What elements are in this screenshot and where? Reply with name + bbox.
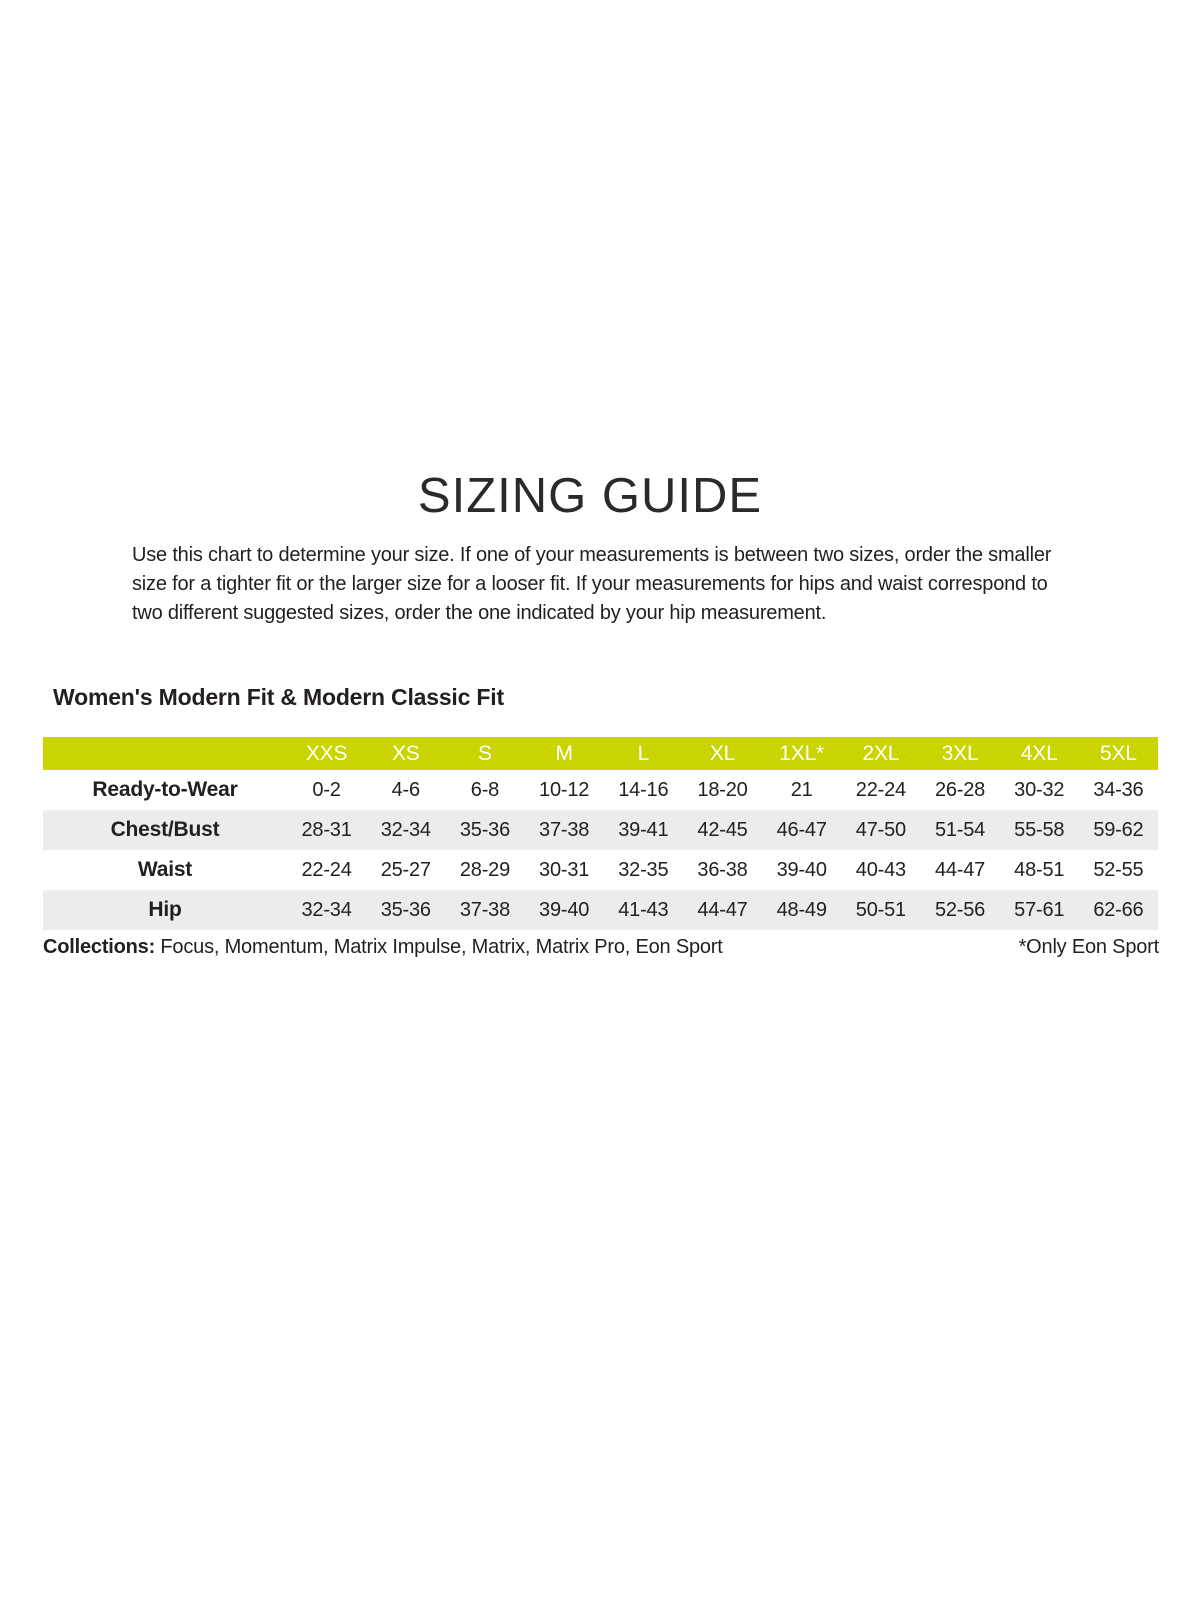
size-value-cell: 39-40 xyxy=(776,858,827,881)
footnote: *Only Eon Sport xyxy=(1018,936,1160,958)
size-column-header: 4XL xyxy=(1020,741,1058,765)
size-value-cell: 21 xyxy=(790,778,813,801)
table-row: Ready-to-Wear 0-2 4-6 6-8 10-12 14-16 18-20 21 2… xyxy=(43,770,1158,810)
size-value-cell: 10-12 xyxy=(539,778,590,801)
size-value-cell: 44-47 xyxy=(697,898,748,921)
size-value-cell: 41-43 xyxy=(618,898,669,921)
size-value-cell: 52-55 xyxy=(1093,858,1144,881)
size-value-cell: 42-45 xyxy=(697,818,748,841)
size-value-cell: 0-2 xyxy=(312,778,341,801)
table-row: Hip 32-34 35-36 37-38 39-40 41-43 44-47 48-49 50… xyxy=(43,890,1158,930)
size-value-cell: 22-24 xyxy=(855,778,906,801)
size-value-cell: 32-34 xyxy=(380,818,431,841)
size-value-cell: 35-36 xyxy=(459,818,511,841)
size-value-cell: 30-31 xyxy=(539,858,590,881)
size-value-cell: 22-24 xyxy=(301,858,352,881)
size-value-cell: 6-8 xyxy=(470,778,500,801)
size-value-cell: 50-51 xyxy=(855,898,906,921)
row-label: Hip xyxy=(148,898,182,921)
size-value-cell: 39-40 xyxy=(539,898,590,921)
collections-label: Collections: xyxy=(43,936,156,958)
size-value-cell: 4-6 xyxy=(391,778,421,801)
section-heading: Women's Modern Fit & Modern Classic Fit xyxy=(53,684,504,710)
table-body: Ready-to-Wear 0-2 4-6 6-8 10-12 14-16 18-20 21 2… xyxy=(43,770,1158,930)
size-value-cell: 39-41 xyxy=(618,818,669,841)
row-label: Ready-to-Wear xyxy=(92,778,238,801)
size-value-cell: 47-50 xyxy=(855,818,906,841)
size-value-cell: 52-56 xyxy=(934,898,986,921)
size-value-cell: 28-31 xyxy=(301,818,352,841)
size-value-cell: 14-16 xyxy=(618,778,669,801)
size-value-cell: 28-29 xyxy=(459,858,511,881)
size-value-cell: 57-61 xyxy=(1014,898,1065,921)
size-value-cell: 25-27 xyxy=(380,858,431,881)
sizing-table: XXS XS S M L XL 1XL* 2XL 3XL 4XL 5XL Ready-to-Wear… xyxy=(43,737,1158,930)
size-value-cell: 30-32 xyxy=(1014,778,1065,801)
size-value-cell: 48-51 xyxy=(1014,858,1065,881)
table-header-row: XXS XS S M L XL 1XL* 2XL 3XL 4XL 5XL xyxy=(43,737,1158,770)
size-value-cell: 32-35 xyxy=(618,858,669,881)
table-row: Waist 22-24 25-27 28-29 30-31 32-35 36-38 39-40… xyxy=(43,850,1158,890)
collections-line: Collections: Focus, Momentum, Matrix Imp… xyxy=(43,936,723,959)
size-value-cell: 18-20 xyxy=(697,778,748,801)
table-row: Chest/Bust 28-31 32-34 35-36 37-38 39-41 42-45… xyxy=(43,810,1158,850)
collections-list: Focus, Momentum, Matrix Impulse, Matrix,… xyxy=(155,936,723,958)
row-label: Chest/Bust xyxy=(110,818,220,841)
page-title: SIZING GUIDE xyxy=(417,469,763,523)
size-column-header: S xyxy=(478,741,492,765)
size-column-header: XS xyxy=(391,741,420,765)
size-value-cell: 46-47 xyxy=(776,818,827,841)
size-column-header: M xyxy=(555,741,573,765)
size-column-header: XXS xyxy=(305,741,348,765)
size-value-cell: 62-66 xyxy=(1093,898,1144,921)
size-value-cell: 44-47 xyxy=(934,858,986,881)
size-column-header: L xyxy=(637,741,650,765)
row-label: Waist xyxy=(137,858,193,881)
size-column-header: 1XL* xyxy=(779,741,825,765)
size-value-cell: 59-62 xyxy=(1093,818,1144,841)
size-value-cell: 35-36 xyxy=(380,898,431,921)
size-value-cell: 32-34 xyxy=(301,898,352,921)
size-value-cell: 37-38 xyxy=(539,818,590,841)
size-value-cell: 51-54 xyxy=(934,818,986,841)
size-column-header: 3XL xyxy=(941,741,979,765)
size-value-cell: 37-38 xyxy=(459,898,511,921)
size-value-cell: 34-36 xyxy=(1093,778,1144,801)
size-value-cell: 36-38 xyxy=(697,858,748,881)
table-footer: Collections: Focus, Momentum, Matrix Imp… xyxy=(43,936,1159,959)
size-value-cell: 48-49 xyxy=(776,898,827,921)
intro-paragraph: Use this chart to determine your size. I… xyxy=(132,544,1052,624)
size-value-cell: 26-28 xyxy=(934,778,986,801)
size-value-cell: 40-43 xyxy=(855,858,906,881)
size-column-header: XL xyxy=(709,741,736,765)
size-column-header: 2XL xyxy=(862,741,900,765)
size-value-cell: 55-58 xyxy=(1014,818,1065,841)
size-column-header: 5XL xyxy=(1100,741,1137,765)
